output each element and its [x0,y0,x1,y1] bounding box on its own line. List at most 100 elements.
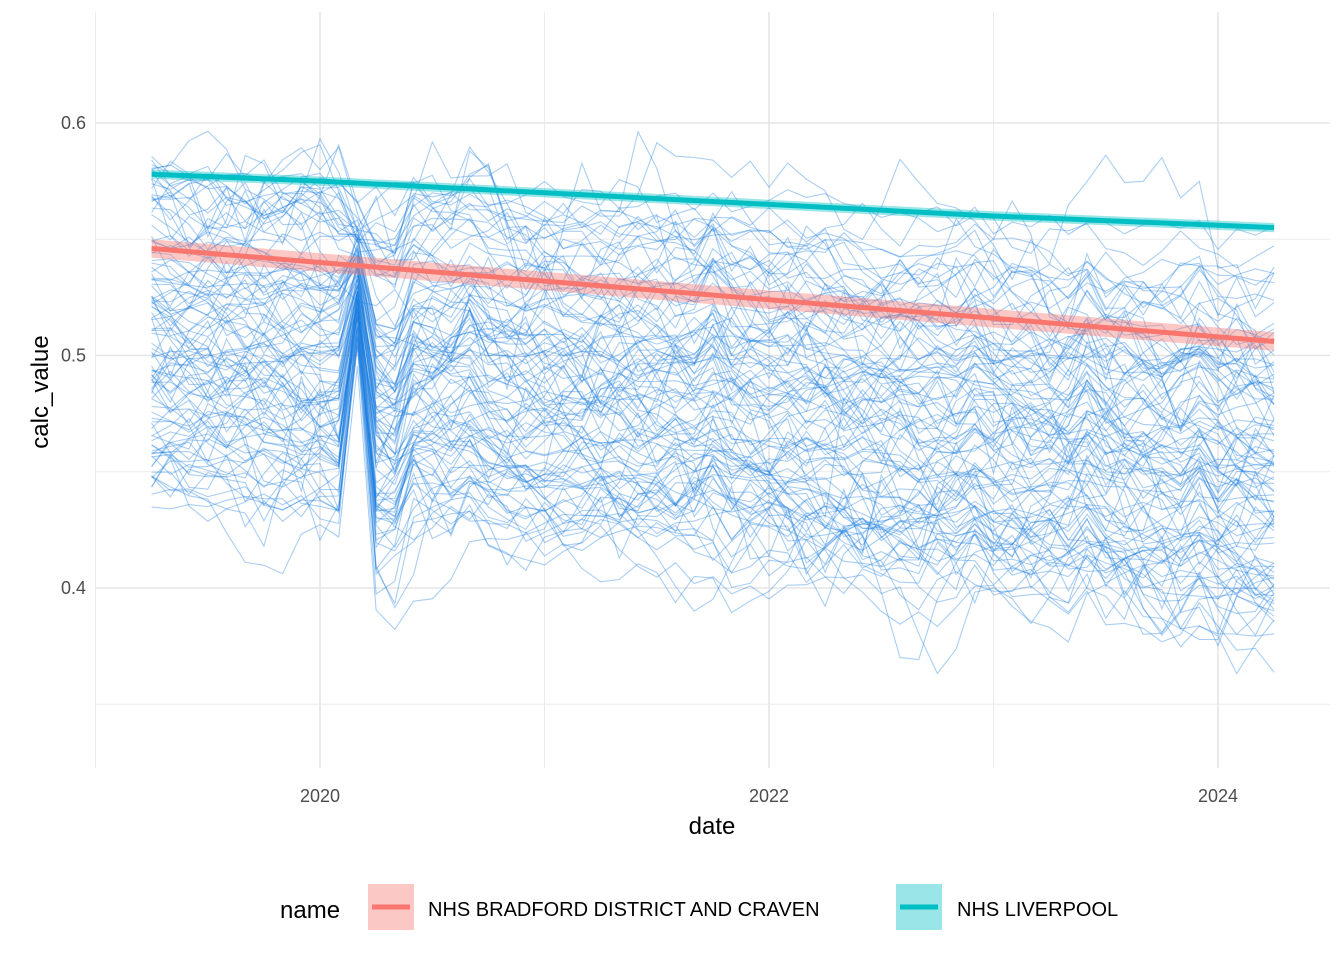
background-series-line [151,231,1275,369]
background-series-line [151,331,1275,675]
background-series-line [151,273,1275,483]
background-series-line [151,333,1275,647]
background-series-line [151,310,1275,597]
x-axis-title: date [689,813,736,840]
background-series-line [151,303,1275,546]
background-series-line [151,296,1275,564]
background-series-line [151,315,1275,574]
background-series-line [151,255,1275,474]
grid [95,12,1330,768]
background-series-line [151,336,1275,597]
background-series-line [151,155,1275,301]
background-series-line [151,314,1275,635]
background-series-line [151,257,1275,398]
background-series-line [151,267,1275,566]
background-series-line [151,144,1275,366]
background-series-line [151,336,1275,500]
background-series-line [151,254,1275,487]
background-series-line [151,262,1275,387]
background-series-line [151,345,1275,602]
background-series-line [151,267,1275,437]
background-series-line [151,304,1275,502]
y-tick-label: 0.4 [61,578,86,598]
background-series-line [151,291,1275,568]
background-series-line [151,317,1275,648]
background-series-line [151,326,1275,675]
background-series-line [151,298,1275,532]
background-series-line [151,284,1275,469]
x-axis-ticks: 2020 2022 2024 [300,786,1238,806]
background-series-line [151,290,1275,461]
x-tick-label: 2024 [1198,786,1238,806]
x-tick-label: 2020 [300,786,340,806]
legend-label-liverpool: NHS LIVERPOOL [957,899,1118,921]
background-series-group [151,130,1275,675]
background-series-line [151,215,1275,420]
background-series-line [151,243,1275,424]
background-series-line [151,309,1275,504]
background-series-line [151,172,1275,307]
background-series-line [151,292,1275,518]
background-series-line [151,217,1275,360]
background-series-line [151,130,1275,394]
background-series-line [151,279,1275,440]
background-series-line [151,291,1275,605]
background-series-line [151,338,1275,586]
background-series-line [151,286,1275,537]
background-series-line [151,305,1275,594]
legend: name NHS BRADFORD DISTRICT AND CRAVEN NH… [280,884,1118,930]
background-series-line [151,192,1275,370]
background-series-line [151,130,1275,440]
background-series-line [151,294,1275,605]
background-series-line [151,289,1275,551]
series-line-liverpool [151,171,1275,231]
background-series-line [151,326,1275,611]
background-series-line [151,308,1275,610]
background-series-line [151,162,1275,326]
background-series-line [151,227,1275,492]
background-series-line [151,257,1275,402]
background-series-line [151,311,1275,477]
background-series-line [151,308,1275,552]
background-series-line [151,255,1275,471]
background-series-line [151,239,1275,466]
background-series-line [151,301,1275,543]
background-series-line [151,260,1275,448]
background-series-line [151,300,1275,586]
background-series-line [151,173,1275,322]
y-axis-title: calc_value [27,335,54,448]
legend-key-liverpool [896,884,942,930]
background-series-line [151,327,1275,561]
background-series-line [151,285,1275,563]
background-series-line [151,366,1275,661]
background-series-line [151,170,1275,379]
legend-key-bradford [368,884,414,930]
background-series-line [151,245,1275,435]
background-series-line [151,289,1275,579]
background-series-line [151,140,1275,310]
background-series-line [151,225,1275,433]
series-line-bradford [151,246,1275,344]
background-series-line [151,260,1275,493]
background-series-line [151,278,1275,407]
background-series-line [151,292,1275,539]
background-series-line [151,275,1275,580]
background-series-line [151,257,1275,402]
background-series-line [151,299,1275,637]
background-series-line [151,345,1275,643]
y-tick-label: 0.6 [61,113,86,133]
legend-title: name [280,897,340,924]
background-series-line [151,292,1275,532]
background-series-line [151,235,1275,407]
background-series-line [151,328,1275,518]
background-series-line [151,291,1275,463]
background-series-line [151,291,1275,591]
background-series-line [151,323,1275,614]
background-series-line [151,265,1275,469]
background-series-line [151,285,1275,420]
background-series-line [151,317,1275,555]
background-series-line [151,299,1275,513]
background-series-line [151,315,1275,519]
background-series-line [151,263,1275,409]
